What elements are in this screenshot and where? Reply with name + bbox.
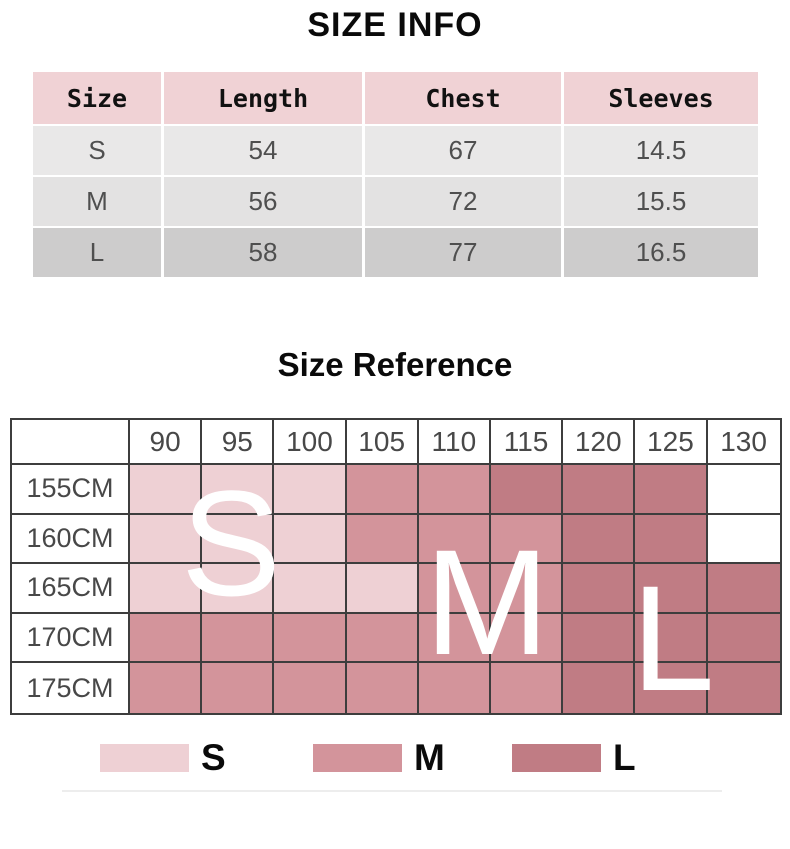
- grid-cell: [418, 465, 491, 515]
- size-table-header-cell: Sleeves: [564, 72, 758, 124]
- grid-cell: [563, 613, 636, 664]
- grid-cell: [130, 663, 203, 713]
- size-table-header-cell: Length: [164, 72, 362, 124]
- size-table-row: S 54 67 14.5: [33, 126, 758, 175]
- grid-cell: [202, 514, 275, 565]
- legend-label: S: [201, 737, 226, 778]
- grid-cell: [346, 514, 419, 565]
- grid-cell: [202, 564, 275, 614]
- legend-item-m: M: [313, 737, 445, 778]
- grid-col-header: 120: [563, 420, 636, 465]
- legend-label: M: [414, 737, 445, 778]
- grid-cell: [202, 465, 275, 515]
- grid-cell: [563, 663, 636, 713]
- grid-col-header: 110: [418, 420, 491, 465]
- grid-row-header: 165CM: [12, 564, 130, 614]
- grid-cell: [130, 514, 203, 565]
- grid-cell: [130, 564, 203, 614]
- size-table-cell: 67: [365, 126, 561, 175]
- legend-label: L: [613, 737, 636, 778]
- grid-cell: [563, 564, 636, 614]
- grid-col-header: 125: [635, 420, 708, 465]
- size-table-cell: S: [33, 126, 161, 175]
- grid-cell: [490, 564, 564, 614]
- grid-col-header: 90: [130, 420, 203, 465]
- grid-cell: [274, 613, 347, 664]
- grid-cell: [418, 613, 491, 664]
- grid-cell: [490, 514, 564, 565]
- grid-cell: [707, 564, 780, 614]
- size-info-table: Size Length Chest Sleeves S 54 67 14.5 M 56 72 15.5…: [33, 72, 758, 279]
- grid-col-header: 105: [346, 420, 419, 465]
- size-table-cell: 16.5: [564, 228, 758, 277]
- grid-col-header: 100: [274, 420, 347, 465]
- grid-cell: [635, 663, 708, 713]
- grid-cell: [346, 663, 419, 713]
- size-table-row: M 56 72 15.5: [33, 177, 758, 226]
- grid-cell: [635, 564, 708, 614]
- size-reference-title: Size Reference: [277, 346, 513, 383]
- grid-cell: [635, 514, 708, 565]
- grid-cell: [490, 663, 564, 713]
- grid-row-header: 170CM: [12, 613, 130, 664]
- grid-col-header: 130: [707, 420, 780, 465]
- size-table-cell: 54: [164, 126, 362, 175]
- grid-cell: [490, 613, 564, 664]
- grid-cell: [274, 514, 347, 565]
- size-info-title: SIZE INFO: [307, 6, 483, 44]
- size-table-cell: M: [33, 177, 161, 226]
- grid-cell: [635, 613, 708, 664]
- grid-cell: [707, 663, 780, 713]
- size-reference-grid: 90 95 100 105 110 115 120 125 130 155CM 160CM 165CM…: [10, 418, 782, 715]
- grid-cell: [563, 514, 636, 565]
- size-table-cell: 14.5: [564, 126, 758, 175]
- grid-cell: [418, 564, 491, 614]
- grid-cell: [202, 663, 275, 713]
- grid-cell: [707, 465, 780, 515]
- size-table-cell: 77: [365, 228, 561, 277]
- grid-cell: [346, 564, 419, 614]
- grid-cell: [346, 465, 419, 515]
- grid-cell: [130, 613, 203, 664]
- grid-cell: [707, 514, 780, 565]
- legend-divider-line: [62, 790, 722, 792]
- grid-cell: [707, 613, 780, 664]
- grid-col-header: 95: [202, 420, 275, 465]
- grid-cell: [274, 564, 347, 614]
- grid-row-header: 160CM: [12, 514, 130, 565]
- size-table-row: L 58 77 16.5: [33, 228, 758, 277]
- size-table-cell: L: [33, 228, 161, 277]
- grid-cell: [418, 514, 491, 565]
- legend-item-s: S: [100, 737, 226, 778]
- legend-swatch-m: [313, 744, 402, 772]
- legend-swatch-s: [100, 744, 189, 772]
- legend-swatch-l: [512, 744, 601, 772]
- size-table-cell: 15.5: [564, 177, 758, 226]
- grid-cell: [274, 465, 347, 515]
- size-table-header-row: Size Length Chest Sleeves: [33, 72, 758, 124]
- size-table-cell: 72: [365, 177, 561, 226]
- grid-cell: [202, 613, 275, 664]
- grid-corner-cell: [12, 420, 130, 465]
- grid-cell: [418, 663, 491, 713]
- size-table-cell: 58: [164, 228, 362, 277]
- grid-row-header: 155CM: [12, 465, 130, 515]
- grid-cell: [635, 465, 708, 515]
- grid-cell: [130, 465, 203, 515]
- grid-cell: [490, 465, 564, 515]
- legend-item-l: L: [512, 737, 636, 778]
- grid-col-header: 115: [490, 420, 564, 465]
- grid-row-header: 175CM: [12, 663, 130, 713]
- size-table-header-cell: Chest: [365, 72, 561, 124]
- grid-cell: [274, 663, 347, 713]
- grid-cell: [563, 465, 636, 515]
- size-table-header-cell: Size: [33, 72, 161, 124]
- size-table-cell: 56: [164, 177, 362, 226]
- grid-cell: [346, 613, 419, 664]
